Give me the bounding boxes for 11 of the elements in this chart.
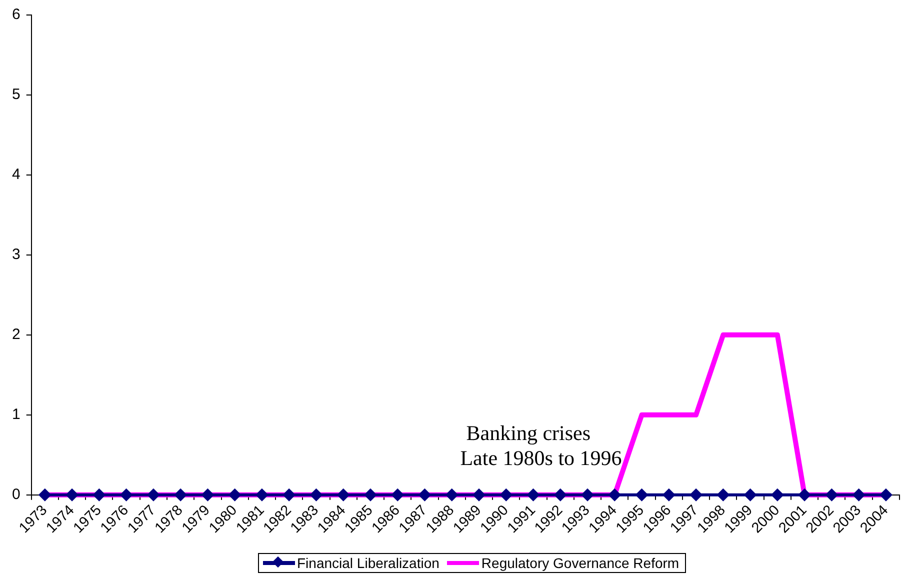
y-tick-label: 0 (12, 486, 20, 504)
legend-label: Regulatory Governance Reform (481, 555, 680, 571)
annotation: Late 1980s to 1996 (460, 446, 622, 470)
annotation: Banking crises (466, 421, 591, 446)
legend-label: Financial Liberalization (297, 555, 440, 571)
y-tick-label: 3 (12, 246, 20, 264)
y-tick-label: 5 (12, 86, 20, 104)
y-tick-label: 4 (12, 166, 20, 184)
y-tick-label: 2 (12, 326, 20, 344)
y-tick-label: 6 (12, 6, 20, 24)
y-tick-label: 1 (12, 406, 20, 424)
